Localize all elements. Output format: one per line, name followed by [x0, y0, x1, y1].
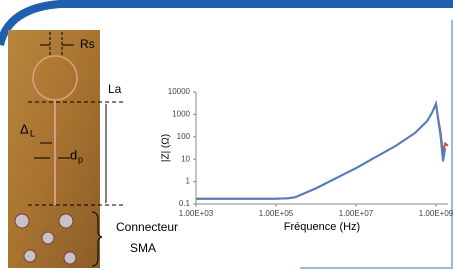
- x-tick-label: 1.00E+09: [419, 209, 453, 218]
- label-dp: d: [70, 147, 77, 162]
- y-tick-label: 1000: [172, 110, 190, 119]
- chart: 0.1 1 10 100 1000 10000 1.00E+03 1.00E+05 1.00E+…: [161, 87, 453, 233]
- x-tick-label: 1.00E+03: [179, 209, 214, 218]
- y-tick-label: 0.1: [179, 199, 191, 208]
- x-tick-label: 1.00E+05: [259, 209, 294, 218]
- y-tick-label: 10000: [168, 87, 191, 96]
- label-connector-type: SMA: [130, 241, 156, 255]
- series-line: [196, 104, 445, 199]
- label-la: La: [108, 82, 122, 96]
- x-axis-label: Fréquence (Hz): [284, 221, 360, 233]
- y-tick-label: 10: [181, 154, 190, 163]
- label-delta-sub: L: [30, 128, 35, 138]
- y-tick-label: 1: [186, 177, 191, 186]
- label-delta: Δ: [20, 121, 29, 136]
- label-rs: Rs: [80, 37, 95, 51]
- label-connector: Connecteur: [116, 220, 178, 234]
- x-tick-label: 1.00E+07: [339, 209, 374, 218]
- y-tick-label: 100: [177, 132, 191, 141]
- y-axis-label: |Z| (Ω): [161, 134, 172, 162]
- figure: Rs La Δ L d p Connecteur SMA 0.1 1 10 100 10…: [0, 0, 453, 271]
- label-dp-sub: p: [78, 154, 83, 164]
